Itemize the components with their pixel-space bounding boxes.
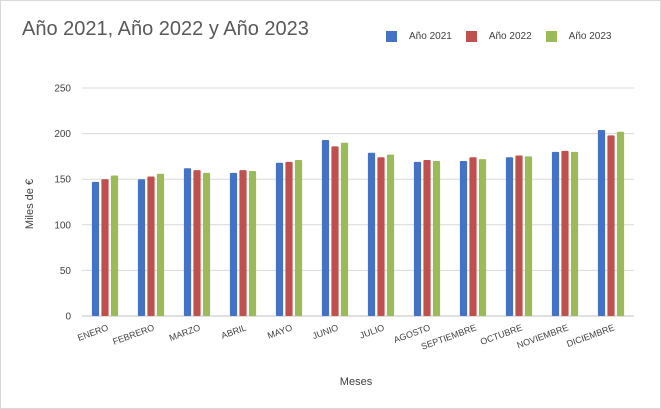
bar-noviembre-series-0 [551,151,560,316]
legend-swatch-1 [465,31,477,42]
bar-noviembre-series-2 [570,151,579,316]
x-axis-title: Meses [340,376,373,388]
bar-abril-series-1 [239,170,247,316]
x-tick-label-marzo: MARZO [168,322,202,343]
bar-junio-series-2 [340,142,349,316]
bar-mayo-series-1 [285,161,293,316]
bar-marzo-series-1 [193,170,201,316]
legend-item-1: Año 2022 [465,31,532,42]
bar-junio-series-1 [331,146,339,316]
legend-label-0: Año 2021 [409,31,452,42]
bar-marzo-series-2 [202,172,211,316]
bar-agosto-series-1 [423,160,431,316]
legend-item-0: Año 2021 [386,31,452,42]
bar-noviembre-series-1 [561,150,569,316]
y-tick-label-0: 0 [65,312,71,323]
legend-item-2: Año 2023 [545,31,612,42]
bar-febrero-series-2 [156,173,165,316]
x-tick-label-diciembre: DICIEMBRE [565,322,615,349]
y-tick-label-150: 150 [54,175,71,186]
bar-enero-series-1 [101,179,109,316]
bar-mayo-series-2 [294,160,303,316]
bar-mayo-series-0 [275,162,284,316]
bar-junio-series-0 [321,139,330,316]
bar-julio-series-2 [386,154,395,316]
legend: Año 2021 Año 2022 Año 2023 [386,31,625,42]
bar-julio-series-0 [367,152,376,316]
bar-abril-series-2 [248,170,257,316]
bar-octubre-series-2 [524,156,533,316]
bar-septiembre-series-1 [469,157,477,316]
y-tick-label-100: 100 [54,220,71,231]
x-tick-label-enero: ENERO [76,322,110,342]
legend-swatch-2 [545,31,557,42]
bar-diciembre-series-0 [597,129,606,316]
x-tick-label-julio: JULIO [358,322,385,340]
y-tick-label-250: 250 [54,84,71,95]
legend-swatch-0 [386,31,397,42]
x-tick-label-febrero: FEBRERO [111,322,155,346]
legend-label-1: Año 2022 [488,31,532,42]
bar-abril-series-0 [229,172,238,316]
legend-label-2: Año 2023 [568,31,612,42]
x-tick-label-abril: ABRIL [220,322,248,340]
bar-octubre-series-0 [505,157,514,316]
bar-enero-series-2 [110,175,119,316]
bar-septiembre-series-2 [478,159,487,316]
bar-agosto-series-0 [413,161,422,316]
bar-enero-series-0 [91,181,100,316]
x-tick-label-mayo: MAYO [266,322,294,340]
x-tick-label-noviembre: NOVIEMBRE [516,322,570,350]
y-tick-label-200: 200 [54,129,71,140]
y-axis-title: Miles de € [24,179,36,229]
chart-title: Año 2021, Año 2022 y Año 2023 [22,18,309,40]
bar-septiembre-series-0 [459,160,468,316]
bar-agosto-series-2 [432,160,441,316]
bar-julio-series-1 [377,157,385,316]
x-tick-label-junio: JUNIO [311,322,340,341]
bar-febrero-series-0 [137,179,146,316]
bar-febrero-series-1 [147,176,155,316]
bar-marzo-series-0 [183,168,192,316]
bar-octubre-series-1 [515,155,523,316]
y-tick-label-50: 50 [60,266,72,277]
bar-diciembre-series-1 [607,135,615,316]
bar-diciembre-series-2 [616,131,625,316]
